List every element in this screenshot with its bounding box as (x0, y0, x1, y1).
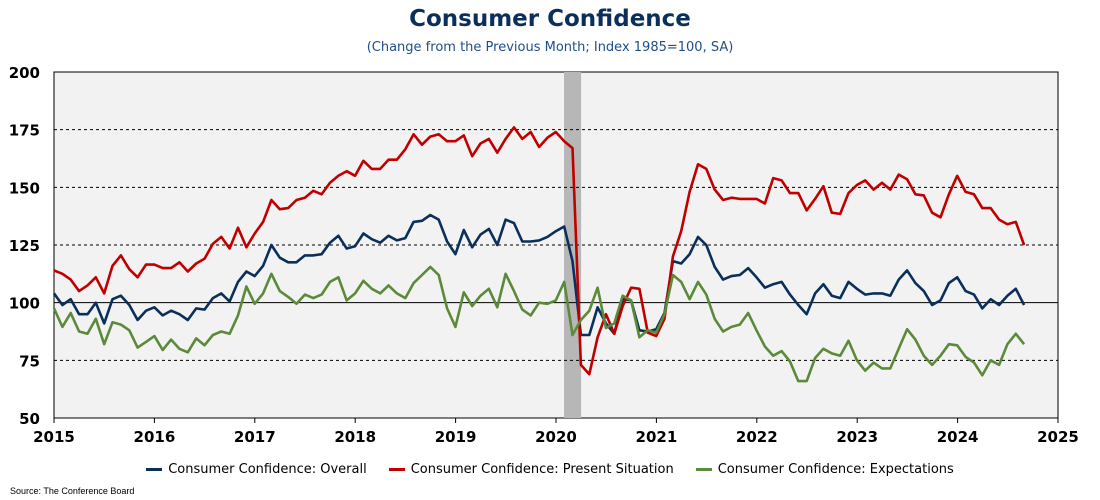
chart-subtitle: (Change from the Previous Month; Index 1… (366, 40, 734, 55)
y-tick-label-50: 50 (19, 410, 40, 428)
x-tick-label-2018: 2018 (334, 428, 376, 446)
x-tick-label-2020: 2020 (535, 428, 577, 446)
legend-label-overall: Consumer Confidence: Overall (168, 462, 367, 477)
series-line-expectations (52, 265, 1026, 383)
legend: Consumer Confidence: Overall Consumer Co… (0, 462, 1100, 477)
y-tick-label-75: 75 (19, 352, 40, 370)
legend-swatch-expectations (695, 468, 712, 471)
axes: 50 75 100 125 150 175 200 2015 2016 2017 2018 2019 2… (9, 64, 1079, 446)
legend-item-present-situation[interactable]: Consumer Confidence: Present Situation (388, 462, 674, 477)
x-tick-label-2024: 2024 (937, 428, 979, 446)
x-tick-label-2015: 2015 (33, 428, 75, 446)
x-tick-label-2021: 2021 (636, 428, 678, 446)
x-tick-label-2023: 2023 (836, 428, 878, 446)
legend-swatch-present-situation (388, 468, 405, 471)
legend-swatch-overall (146, 468, 163, 471)
source-note: Source: The Conference Board (10, 486, 135, 496)
series-line-overall (52, 213, 1026, 337)
y-tick-label-175: 175 (9, 122, 40, 140)
y-tick-label-125: 125 (9, 237, 40, 255)
plot-area (53, 71, 1059, 419)
series-lines (52, 126, 1026, 383)
legend-label-present-situation: Consumer Confidence: Present Situation (410, 462, 674, 477)
y-tick-label-150: 150 (9, 179, 40, 197)
legend-item-overall[interactable]: Consumer Confidence: Overall (146, 462, 367, 477)
x-tick-label-2025: 2025 (1037, 428, 1079, 446)
x-tick-label-2017: 2017 (234, 428, 276, 446)
x-tick-label-2022: 2022 (736, 428, 778, 446)
legend-item-expectations[interactable]: Consumer Confidence: Expectations (695, 462, 954, 477)
y-tick-label-100: 100 (9, 295, 40, 313)
series-line-present-situation (53, 126, 1026, 376)
legend-label-expectations: Consumer Confidence: Expectations (717, 462, 954, 477)
chart-title: Consumer Confidence (409, 6, 691, 32)
x-tick-label-2019: 2019 (435, 428, 477, 446)
x-tick-label-2016: 2016 (134, 428, 176, 446)
y-tick-label-200: 200 (9, 64, 40, 82)
